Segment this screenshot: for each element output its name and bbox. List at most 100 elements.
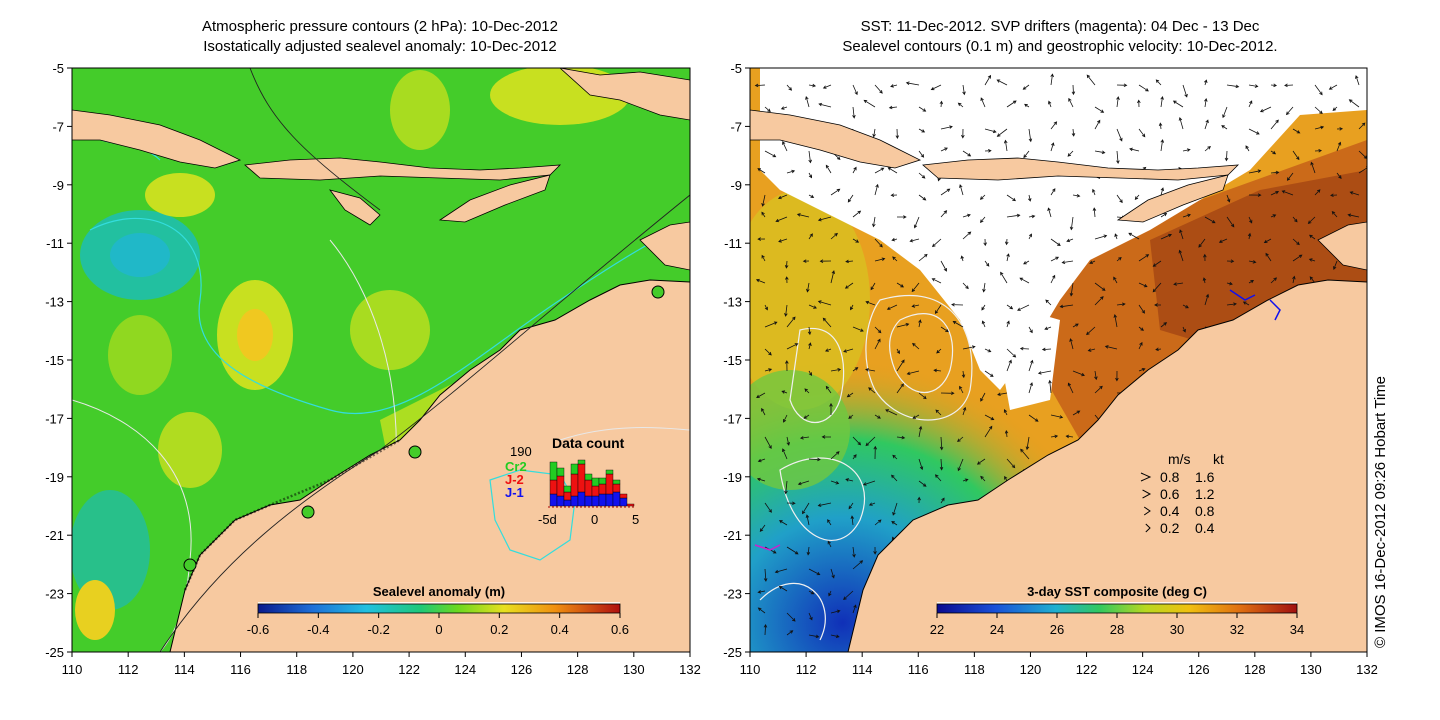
velocity-arrow (830, 232, 838, 240)
australia-land-right (847, 279, 1367, 652)
tide-gauge-marker[interactable] (651, 285, 665, 299)
y-tick-label: -15 (45, 353, 64, 368)
sat-label-j1: J-1 (505, 485, 524, 500)
velocity-arrow (1028, 233, 1032, 240)
velocity-arrow (1248, 100, 1253, 108)
velocity-arrow (1226, 281, 1233, 286)
sla-high-blob-mid (158, 412, 222, 488)
velocity-arrow (1072, 410, 1081, 416)
velocity-arrow (780, 106, 788, 110)
velocity-arrow (786, 343, 799, 350)
velocity-arrow (808, 612, 813, 621)
velocity-arrow (1050, 238, 1061, 246)
velocity-arrow (1086, 74, 1096, 86)
velocity-arrow (918, 150, 925, 158)
velocity-arrow (1178, 116, 1184, 130)
velocity-arrow (1292, 150, 1300, 161)
colorbar-tick-label: 32 (1230, 622, 1244, 637)
colorbar-tick-label: 0 (435, 622, 442, 637)
velocity-arrow (909, 238, 920, 243)
velocity-arrow (1059, 304, 1074, 309)
velocity-arrow (1071, 128, 1076, 137)
velocity-arrow (984, 414, 995, 421)
colorbar-tick-label: 22 (930, 622, 944, 637)
velocity-arrow (1072, 193, 1081, 198)
histogram-bar (598, 477, 607, 485)
velocity-arrow (1172, 100, 1184, 108)
velocity-arrow (825, 164, 832, 174)
velocity-arrow (804, 388, 810, 394)
velocity-arrow (852, 84, 858, 96)
velocity-arrow (1242, 301, 1250, 306)
histogram-bar (626, 503, 635, 507)
velocity-arrow (865, 300, 876, 306)
sst-cool-band (750, 370, 850, 490)
histo-tick-neg: -5d (538, 512, 557, 527)
velocity-legend: m/s kt 0.8 1.60.6 1.20.4 0.80.2 0.4 (1140, 451, 1224, 536)
velocity-arrow (764, 321, 778, 328)
velocity-arrow (774, 568, 788, 574)
sla-colorbar: Sealevel anomaly (m) -0.6 -0.4 -0.2 0 0.2 0.4… (247, 584, 629, 637)
x-tick-label: 110 (62, 662, 83, 677)
velocity-arrow (962, 478, 969, 482)
velocity-arrow (1331, 210, 1338, 218)
velocity-arrow (1066, 238, 1074, 243)
tide-gauge-marker[interactable] (301, 505, 315, 519)
tide-gauge-marker[interactable] (408, 445, 422, 459)
velocity-arrow (891, 474, 898, 482)
sla-colorbar-title: Sealevel anomaly (m) (373, 584, 505, 599)
velocity-arrow (1138, 282, 1148, 288)
histogram-bar (563, 485, 572, 493)
velocity-arrow (1004, 238, 1009, 246)
velocity-arrow (1314, 106, 1323, 115)
velocity-arrow (895, 128, 900, 140)
velocity-arrow (819, 259, 832, 263)
legend-kt-value: 0.8 (1195, 503, 1215, 519)
velocity-arrow (890, 193, 898, 197)
velocity-arrow (1314, 189, 1321, 196)
x-tick-label: 118 (964, 662, 985, 677)
histogram-bar (605, 493, 614, 507)
velocity-arrow (1286, 172, 1294, 181)
velocity-arrow (764, 304, 768, 311)
java-island (72, 109, 242, 169)
legend-header-kt: kt (1213, 451, 1224, 467)
velocity-arrow (1092, 207, 1097, 218)
histogram-bar (591, 495, 600, 507)
y-tick-label: -15 (723, 353, 742, 368)
velocity-arrow (959, 184, 964, 196)
x-tick-label: 114 (174, 662, 195, 677)
velocity-arrow (888, 105, 898, 110)
velocity-arrow (940, 147, 948, 152)
tide-gauge-marker[interactable] (183, 558, 197, 572)
velocity-arrow (872, 216, 876, 228)
x-tick-label: 116 (230, 662, 251, 677)
velocity-arrow (846, 392, 854, 398)
velocity-arrow (757, 168, 766, 174)
histogram-bar (619, 493, 628, 499)
velocity-arrow (1226, 302, 1237, 306)
histogram-bar (584, 473, 593, 481)
velocity-arrow (825, 348, 832, 352)
velocity-arrow (983, 238, 987, 247)
y-tick-label: -21 (45, 528, 64, 543)
velocity-arrow (763, 623, 768, 636)
velocity-arrow (1160, 212, 1168, 218)
right-map (750, 68, 1367, 652)
velocity-arrow (1094, 150, 1106, 155)
velocity-arrow (764, 502, 772, 513)
data-count-inset: Data count 190 Cr2 J-2 J-1 -5d 0 5 (505, 435, 639, 527)
velocity-arrow (874, 326, 882, 334)
velocity-arrow (874, 519, 882, 526)
velocity-arrow (1116, 302, 1126, 307)
velocity-arrow (1028, 414, 1039, 422)
velocity-arrow (756, 477, 766, 482)
y-tick-label: -25 (45, 645, 64, 660)
velocity-arrow (885, 409, 898, 416)
x-tick-label: 124 (1132, 662, 1154, 677)
velocity-arrow (786, 316, 796, 328)
velocity-arrow (870, 282, 876, 291)
velocity-arrow (786, 630, 794, 636)
velocity-arrow (852, 166, 857, 174)
velocity-arrow (1328, 84, 1338, 90)
